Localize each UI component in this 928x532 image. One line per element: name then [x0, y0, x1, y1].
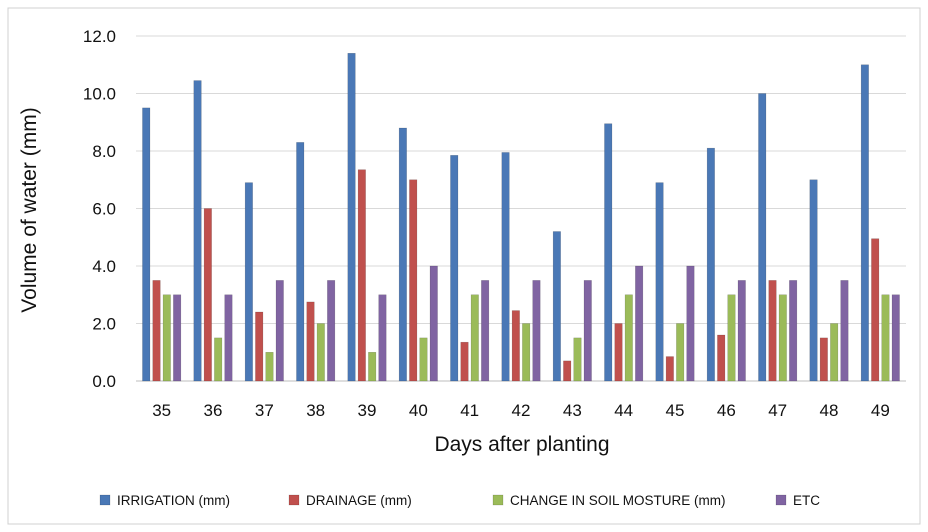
bar-etc-38: [327, 280, 336, 382]
bar-drainage-mm-40: [409, 179, 418, 382]
x-tick-label: 49: [871, 401, 890, 420]
gridlines: [136, 35, 906, 382]
legend-label: ETC: [793, 493, 820, 508]
bar-change-in-soil-mosture-mm-38: [316, 323, 325, 382]
x-tick-label: 35: [152, 401, 171, 420]
bar-irrigation-mm-45: [655, 182, 664, 382]
x-tick-label: 47: [768, 401, 787, 420]
bar-change-in-soil-mosture-mm-44: [624, 294, 633, 382]
y-tick-label: 6.0: [92, 200, 116, 219]
bar-etc-42: [532, 280, 541, 382]
x-axis-ticks: 35 36 37 38 39 40 41 42 43 44 45 46 47 48 49: [152, 401, 890, 420]
x-tick-label: 38: [306, 401, 325, 420]
bar-drainage-mm-38: [306, 301, 315, 382]
bar-etc-41: [481, 280, 490, 382]
bar-change-in-soil-mosture-mm-42: [522, 323, 531, 382]
x-tick-label: 39: [358, 401, 377, 420]
bar-change-in-soil-mosture-mm-41: [470, 294, 479, 382]
bar-etc-47: [789, 280, 798, 382]
bars: [142, 53, 900, 382]
bar-change-in-soil-mosture-mm-37: [265, 352, 274, 382]
bar-etc-36: [224, 294, 233, 382]
bar-irrigation-mm-36: [193, 80, 202, 382]
bar-drainage-mm-39: [357, 169, 366, 382]
bar-change-in-soil-mosture-mm-36: [214, 337, 223, 382]
bar-irrigation-mm-46: [706, 147, 715, 382]
bar-change-in-soil-mosture-mm-48: [830, 323, 839, 382]
bar-etc-40: [429, 265, 438, 382]
bar-irrigation-mm-48: [809, 179, 818, 382]
x-tick-label: 48: [820, 401, 839, 420]
bar-drainage-mm-41: [460, 341, 469, 382]
bar-change-in-soil-mosture-mm-35: [162, 294, 171, 382]
bar-change-in-soil-mosture-mm-45: [676, 323, 685, 382]
legend-swatch: [288, 494, 300, 506]
bar-change-in-soil-mosture-mm-47: [778, 294, 787, 382]
bar-etc-37: [275, 280, 284, 382]
legend-swatch: [775, 494, 787, 506]
bar-etc-49: [891, 294, 900, 382]
legend-swatch: [492, 494, 504, 506]
bar-irrigation-mm-42: [501, 152, 510, 382]
bar-irrigation-mm-49: [860, 64, 869, 382]
bar-drainage-mm-46: [717, 334, 726, 382]
bar-irrigation-mm-47: [758, 93, 767, 382]
bar-irrigation-mm-38: [296, 142, 305, 382]
bar-irrigation-mm-35: [142, 107, 151, 382]
y-axis-ticks: 0.0 2.0 4.0 6.0 8.0 10.0 12.0: [83, 27, 116, 391]
bar-drainage-mm-44: [614, 323, 623, 382]
bar-irrigation-mm-39: [347, 53, 356, 382]
x-tick-label: 42: [512, 401, 531, 420]
y-axis-title: Volume of water (mm): [18, 107, 41, 312]
bar-change-in-soil-mosture-mm-39: [368, 352, 377, 382]
bar-drainage-mm-37: [255, 311, 264, 382]
y-tick-label: 2.0: [92, 315, 116, 334]
legend: IRRIGATION (mm) DRAINAGE (mm) CHANGE IN SO…: [99, 493, 820, 508]
x-axis-title: Days after planting: [434, 433, 609, 456]
x-tick-label: 36: [204, 401, 223, 420]
bar-etc-43: [583, 280, 592, 382]
bar-change-in-soil-mosture-mm-40: [419, 337, 428, 382]
bar-change-in-soil-mosture-mm-46: [727, 294, 736, 382]
y-tick-label: 10.0: [83, 85, 116, 104]
bar-drainage-mm-49: [871, 238, 880, 382]
y-tick-label: 8.0: [92, 142, 116, 161]
x-tick-label: 41: [460, 401, 479, 420]
bar-change-in-soil-mosture-mm-49: [881, 294, 890, 382]
y-tick-label: 0.0: [92, 372, 116, 391]
x-tick-label: 45: [666, 401, 685, 420]
bar-irrigation-mm-41: [450, 155, 459, 382]
legend-swatch: [99, 494, 111, 506]
bar-etc-39: [378, 294, 387, 382]
bar-etc-44: [635, 265, 644, 382]
bar-drainage-mm-47: [768, 280, 777, 382]
bar-change-in-soil-mosture-mm-43: [573, 337, 582, 382]
x-tick-label: 40: [409, 401, 428, 420]
bar-drainage-mm-43: [563, 360, 572, 382]
bar-etc-45: [686, 265, 695, 382]
legend-label: DRAINAGE (mm): [306, 493, 412, 508]
bar-drainage-mm-42: [511, 310, 520, 382]
bar-irrigation-mm-44: [604, 123, 613, 382]
bar-drainage-mm-36: [203, 208, 212, 382]
x-tick-label: 46: [717, 401, 736, 420]
bar-irrigation-mm-37: [244, 182, 253, 382]
bar-drainage-mm-35: [152, 280, 161, 382]
bar-etc-48: [840, 280, 849, 382]
x-tick-label: 44: [614, 401, 633, 420]
bar-etc-46: [737, 280, 746, 382]
legend-label: CHANGE IN SOIL MOSTURE (mm): [510, 493, 726, 508]
bar-drainage-mm-48: [819, 337, 828, 382]
bar-irrigation-mm-40: [398, 127, 407, 382]
bar-irrigation-mm-43: [552, 231, 561, 382]
x-tick-label: 43: [563, 401, 582, 420]
bar-drainage-mm-45: [665, 356, 674, 382]
y-tick-label: 12.0: [83, 27, 116, 46]
x-tick-label: 37: [255, 401, 274, 420]
bar-etc-35: [173, 294, 182, 382]
y-tick-label: 4.0: [92, 257, 116, 276]
legend-label: IRRIGATION (mm): [117, 493, 230, 508]
